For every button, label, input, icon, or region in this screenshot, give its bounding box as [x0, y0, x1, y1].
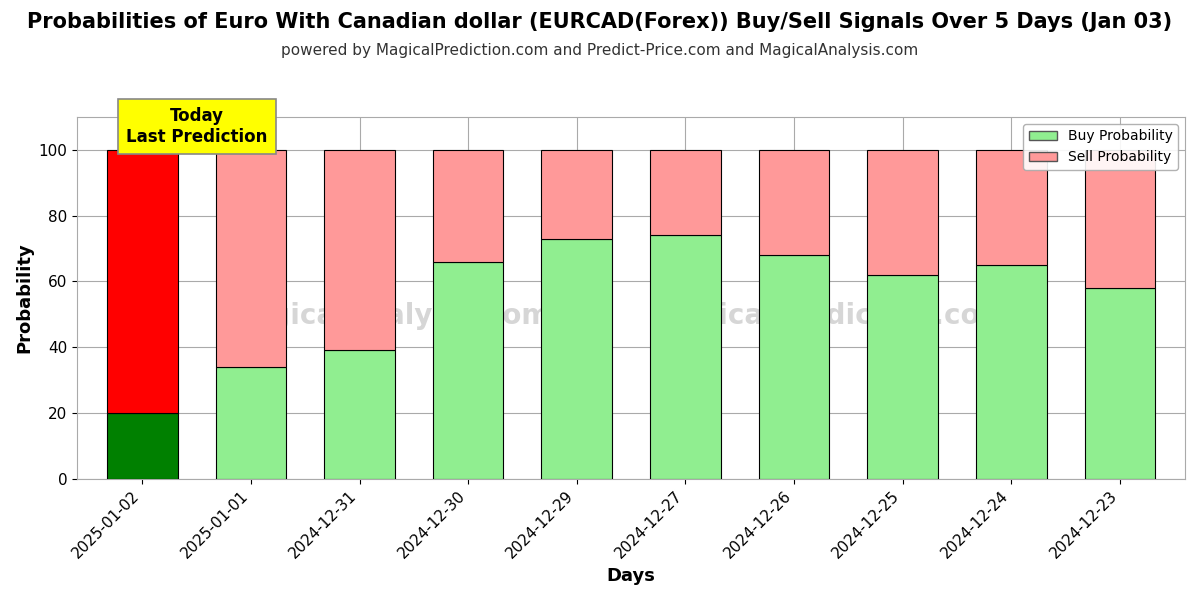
- Text: Probabilities of Euro With Canadian dollar (EURCAD(Forex)) Buy/Sell Signals Over: Probabilities of Euro With Canadian doll…: [28, 12, 1172, 32]
- Bar: [216, 367, 287, 479]
- Bar: [1085, 150, 1156, 288]
- Bar: [976, 150, 1046, 265]
- Bar: [107, 150, 178, 413]
- Bar: [650, 235, 721, 479]
- Bar: [541, 239, 612, 479]
- Bar: [107, 413, 178, 479]
- Bar: [868, 275, 938, 479]
- Bar: [1085, 288, 1156, 479]
- Bar: [758, 150, 829, 255]
- Legend: Buy Probability, Sell Probability: Buy Probability, Sell Probability: [1024, 124, 1178, 170]
- Bar: [433, 262, 504, 479]
- Bar: [433, 150, 504, 262]
- Bar: [541, 150, 612, 239]
- Text: powered by MagicalPrediction.com and Predict-Price.com and MagicalAnalysis.com: powered by MagicalPrediction.com and Pre…: [281, 43, 919, 58]
- Bar: [976, 265, 1046, 479]
- Bar: [216, 150, 287, 367]
- Bar: [868, 150, 938, 275]
- Text: MagicalPrediction.com: MagicalPrediction.com: [653, 302, 1009, 330]
- Text: Today
Last Prediction: Today Last Prediction: [126, 107, 268, 146]
- Text: MagicalAnalysis.com: MagicalAnalysis.com: [224, 302, 551, 330]
- Bar: [650, 150, 721, 235]
- Bar: [758, 255, 829, 479]
- Y-axis label: Probability: Probability: [14, 242, 32, 353]
- Bar: [324, 150, 395, 350]
- X-axis label: Days: Days: [607, 567, 655, 585]
- Bar: [324, 350, 395, 479]
